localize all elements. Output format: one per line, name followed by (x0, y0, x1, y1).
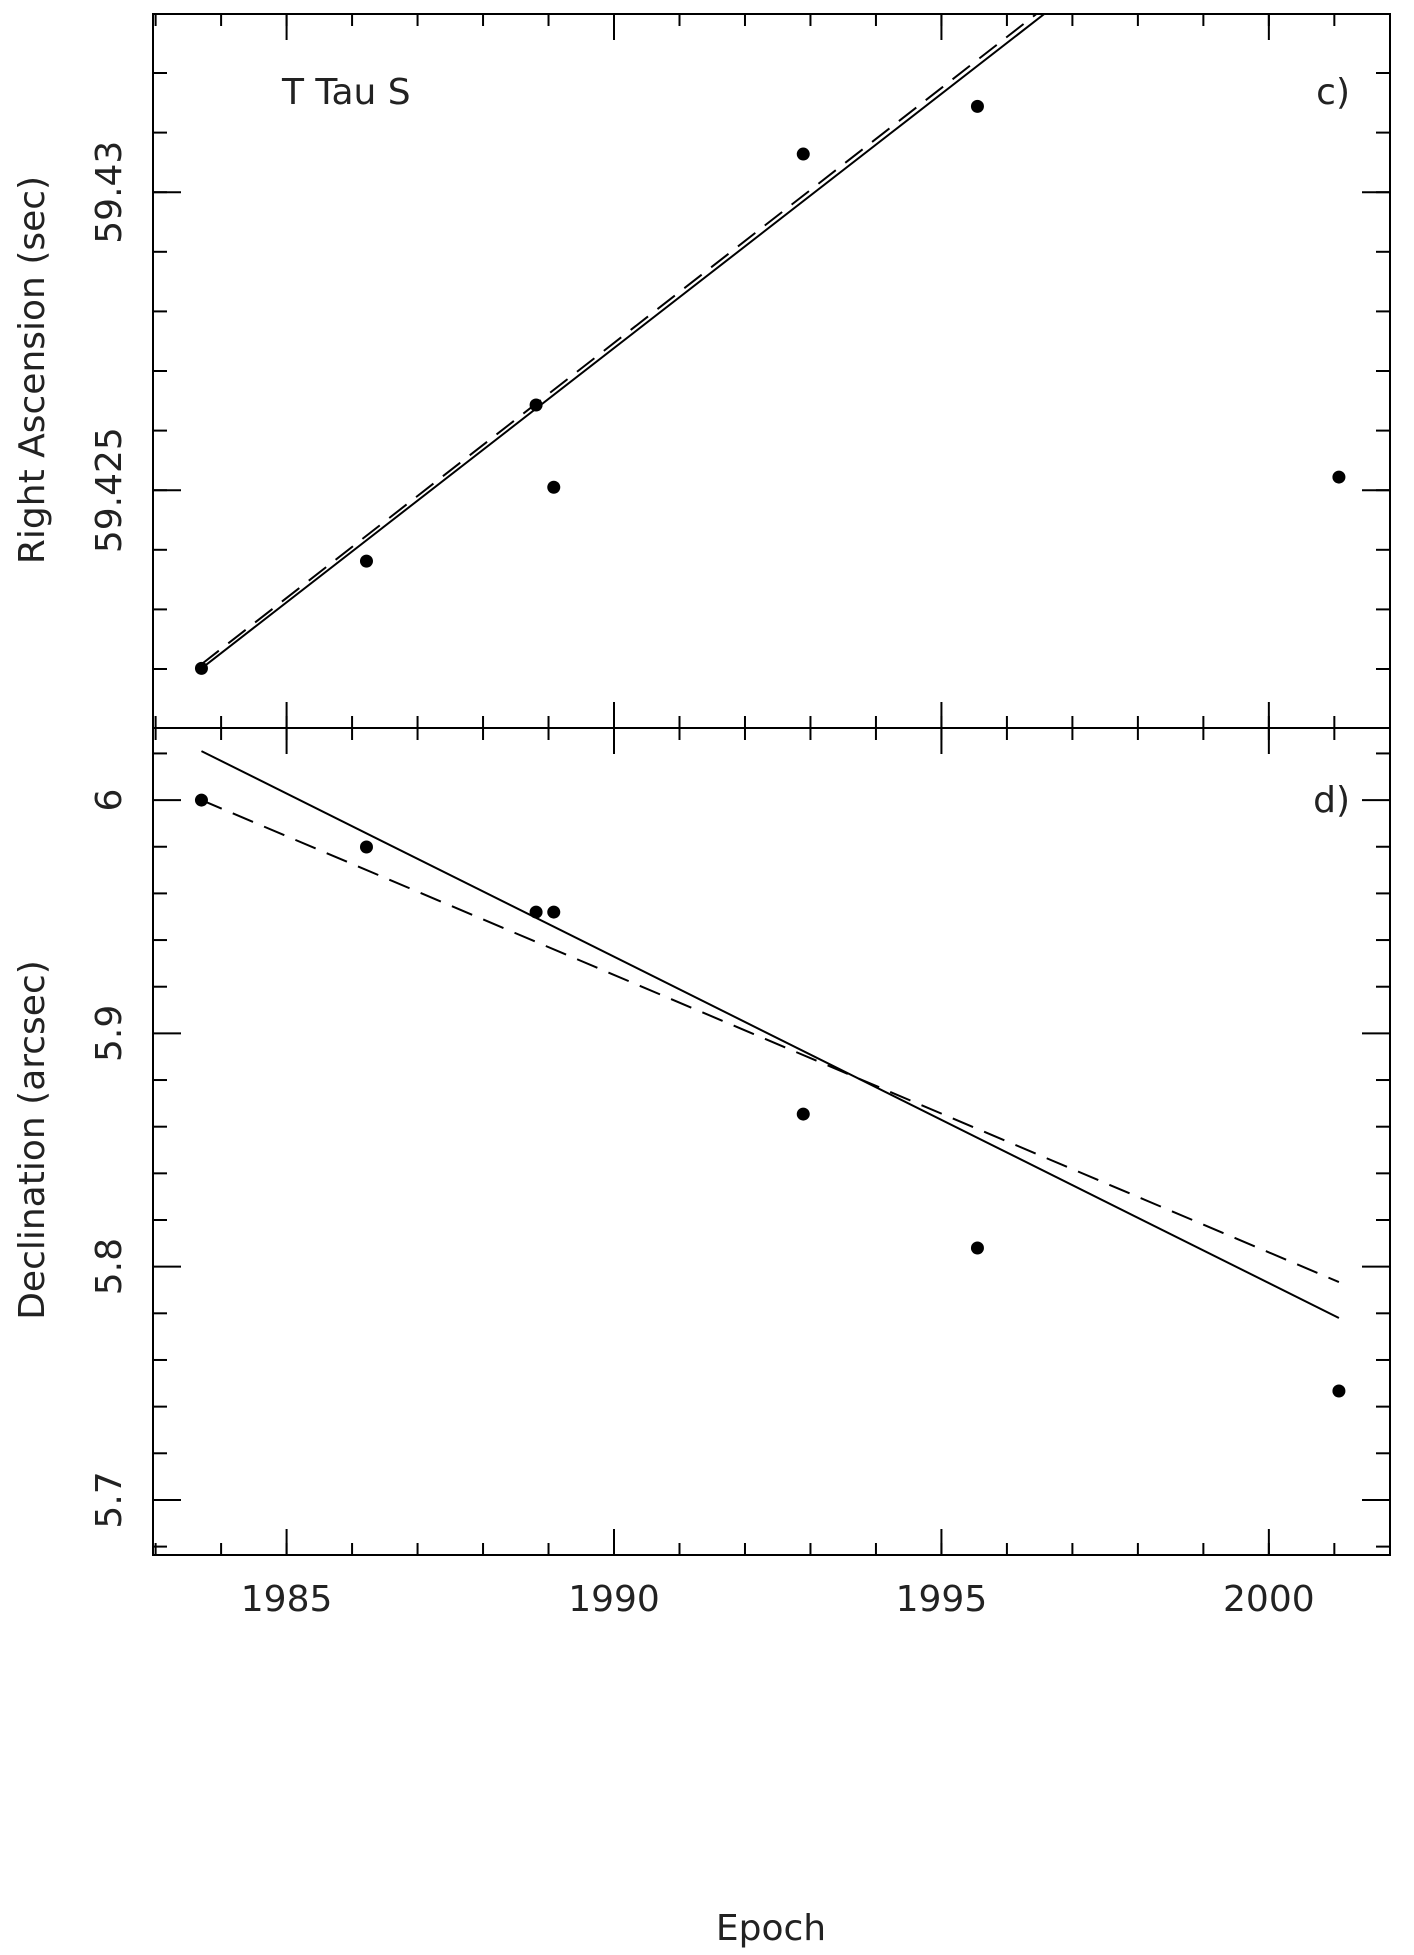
y-tick-label: 5.9 (89, 1005, 130, 1062)
panel-label: c) (1316, 72, 1350, 113)
y-tick-label: 5.8 (89, 1238, 130, 1295)
y-tick-label: 5.7 (89, 1471, 130, 1528)
data-point (547, 480, 561, 494)
panel-title: T Tau S (281, 72, 411, 113)
data-point (359, 840, 373, 854)
data-point (970, 99, 984, 113)
panel-frame (152, 13, 1391, 729)
data-point (1332, 1384, 1346, 1398)
x-tick-label: 2000 (1223, 1579, 1315, 1620)
data-point (194, 793, 208, 807)
y-tick-label: 59.43 (89, 141, 130, 244)
fit-line (200, 14, 1037, 666)
data-point (547, 905, 561, 919)
y-tick-label: 6 (89, 789, 130, 812)
x-tick-label: 1990 (568, 1579, 660, 1620)
x-axis-label: Epoch (716, 1908, 826, 1949)
fit-line (201, 799, 1340, 1283)
x-tick-label: 1985 (241, 1579, 333, 1620)
panel-frame (152, 727, 1391, 1556)
data-point (529, 398, 543, 412)
data-point (796, 147, 810, 161)
fit-line (201, 750, 1340, 1319)
data-point (1332, 470, 1346, 484)
fit-line (200, 14, 1045, 670)
data-point (194, 661, 208, 675)
y-tick-label: 59.425 (89, 427, 130, 553)
data-point (359, 554, 373, 568)
x-tick-label: 1995 (896, 1579, 988, 1620)
data-point (970, 1241, 984, 1255)
y-axis-label: Right Ascension (sec) (12, 176, 53, 564)
y-axis-label: Declination (arcsec) (12, 960, 53, 1320)
data-point (529, 905, 543, 919)
panel-label: d) (1313, 780, 1350, 821)
data-point (796, 1107, 810, 1121)
